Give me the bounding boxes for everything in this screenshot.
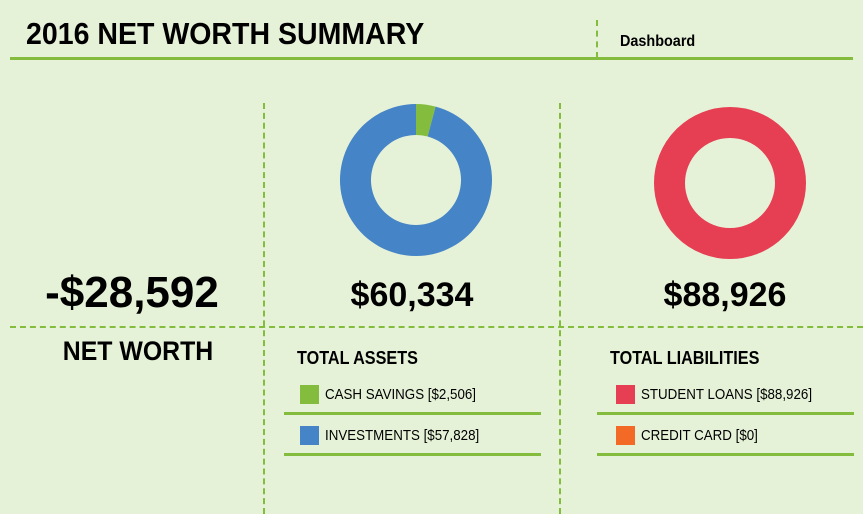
net-worth-label: NET WORTH [62, 336, 214, 366]
column-divider-right [559, 103, 561, 514]
page-title: 2016 NET WORTH SUMMARY [26, 16, 425, 51]
legend-rule [284, 453, 541, 456]
legend-label: INVESTMENTS [$57,828] [325, 427, 480, 444]
assets-donut-chart [339, 104, 492, 256]
legend-item-cash-savings: CASH SAVINGS [$2,506] [300, 385, 489, 404]
legend-rule [597, 453, 854, 456]
header-divider [596, 20, 598, 58]
credit-card-swatch [616, 426, 635, 445]
legend-item-student-loans: STUDENT LOANS [$88,926] [616, 385, 827, 404]
donut-slice-investments [339, 104, 492, 256]
legend-label: CREDIT CARD [$0] [641, 427, 758, 444]
total-liabilities-heading: TOTAL LIABILITIES [610, 348, 760, 368]
student-loans-swatch [616, 385, 635, 404]
total-assets-value: $60,334 [350, 276, 474, 314]
column-divider-left [263, 103, 265, 514]
dashboard-tab[interactable]: Dashboard [620, 33, 696, 50]
legend-label: STUDENT LOANS [$88,926] [641, 386, 813, 403]
legend-label: CASH SAVINGS [$2,506] [325, 386, 477, 403]
header-rule [10, 57, 853, 60]
legend-item-credit-card: CREDIT CARD [$0] [616, 426, 768, 445]
legend-rule [284, 412, 541, 415]
total-assets-heading: TOTAL ASSETS [297, 348, 418, 368]
row-divider [10, 326, 863, 328]
legend-item-investments: INVESTMENTS [$57,828] [300, 426, 493, 445]
net-worth-value: -$28,592 [45, 268, 219, 317]
liabilities-donut-chart [654, 107, 806, 259]
total-liabilities-value: $88,926 [663, 276, 787, 314]
donut-slice-cash-savings [416, 104, 436, 137]
cash-savings-swatch [300, 385, 319, 404]
donut-slice-student-loans [654, 107, 806, 259]
investments-swatch [300, 426, 319, 445]
legend-rule [597, 412, 854, 415]
